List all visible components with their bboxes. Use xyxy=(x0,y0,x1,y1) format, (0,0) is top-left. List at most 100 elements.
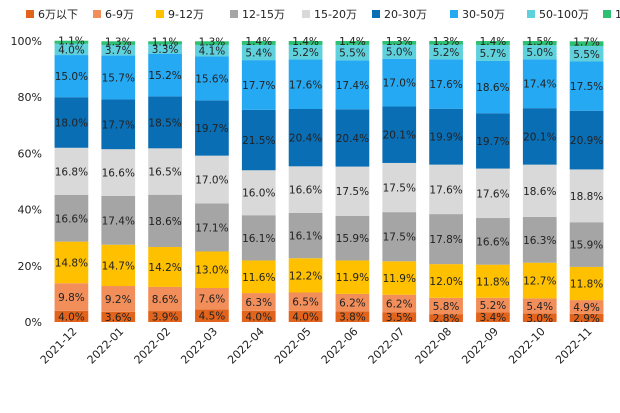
bar-column: 3.5% 6.2% 11.9% 17.5% 17.5% 20.1% 17.0% 5.0%1.3… xyxy=(382,36,417,324)
bar-segment xyxy=(288,212,323,259)
bar-segment xyxy=(476,218,510,265)
x-tick-label: 2022-09 xyxy=(459,325,501,367)
data-label: 17.5% xyxy=(570,81,603,93)
bar-segment xyxy=(195,100,229,156)
data-label: 9.8% xyxy=(58,292,85,304)
bar-column: 2.9%4.9% 11.8% 15.9% 18.8% 20.9% 17.5% 5.5%1.7… xyxy=(569,36,604,325)
bar-segment xyxy=(288,166,323,213)
legend-label: 12-15万 xyxy=(242,8,285,21)
legend-item: 9-12万 xyxy=(156,8,204,21)
legend-swatch xyxy=(603,10,611,18)
x-tick-label: 2022-01 xyxy=(85,325,127,367)
data-label: 5.8% xyxy=(433,301,460,313)
bar-segment xyxy=(148,41,182,45)
data-label: 1.3% xyxy=(433,36,460,48)
legend-swatch xyxy=(230,10,238,18)
bar-segment xyxy=(54,55,89,98)
data-label: 1.1% xyxy=(58,36,85,48)
bar-segment xyxy=(148,53,182,97)
data-label: 4.9% xyxy=(573,302,600,314)
data-label: 5.5% xyxy=(573,49,600,61)
data-label: 17.5% xyxy=(336,186,369,198)
data-label: 17.1% xyxy=(195,222,228,234)
data-label: 16.6% xyxy=(55,213,88,225)
bar-segment xyxy=(335,260,370,294)
bar-segment xyxy=(148,246,182,287)
data-label: 5.5% xyxy=(339,48,366,60)
bar-segment xyxy=(241,109,276,171)
bar-segment xyxy=(195,251,229,288)
data-label: 20.4% xyxy=(336,133,369,145)
data-label: 18.6% xyxy=(476,82,509,94)
data-label: 15.2% xyxy=(148,70,181,82)
data-label: 1.4% xyxy=(292,36,319,48)
bar-segment xyxy=(382,162,417,213)
data-label: 3.6% xyxy=(105,312,132,324)
legend-swatch xyxy=(302,10,310,18)
x-tick-label: 2022-06 xyxy=(319,325,361,367)
data-label: 17.0% xyxy=(383,78,416,90)
data-label: 1.4% xyxy=(480,36,507,48)
y-tick-label: 100% xyxy=(11,35,42,48)
data-label: 20.9% xyxy=(570,135,603,147)
bar-segment xyxy=(101,286,136,312)
data-label: 20.1% xyxy=(383,130,416,142)
data-label: 16.5% xyxy=(148,167,181,179)
data-label: 4.0% xyxy=(58,311,85,323)
bar-segment xyxy=(195,203,229,252)
bar-column: 4.0%9.8%14.8%16.6%16.8%18.0%15.0%4.0%1.1… xyxy=(54,36,89,323)
data-label: 6.2% xyxy=(386,298,413,310)
data-label: 17.8% xyxy=(429,234,462,246)
data-label: 5.2% xyxy=(292,47,319,59)
bar-segment xyxy=(522,164,557,217)
bar-segment xyxy=(101,311,136,322)
data-label: 6.3% xyxy=(245,297,272,309)
bar-segment xyxy=(476,168,510,219)
bar-segment xyxy=(569,169,604,223)
y-tick-label: 60% xyxy=(18,147,42,160)
y-tick-label: 20% xyxy=(18,260,42,273)
bar-column: 3.4%5.2% 11.8% 16.6% 17.6% 19.7% 18.6% 5.7%1.4… xyxy=(476,36,510,324)
bar-segment xyxy=(429,297,463,315)
data-label: 9.2% xyxy=(105,294,132,306)
bar-column: 4.0% 6.3% 11.6% 16.1% 16.0% 21.5% 17.7% 5.4%1.4… xyxy=(241,36,276,323)
data-label: 1.4% xyxy=(339,36,366,48)
bar-column: 4.0% 6.5% 12.2% 16.1% 16.6% 20.4% 17.6% 5.2%1.4… xyxy=(288,36,323,323)
bar-segment xyxy=(195,155,229,204)
data-label: 16.6% xyxy=(289,185,322,197)
data-label: 17.5% xyxy=(383,232,416,244)
data-label: 13.0% xyxy=(195,265,228,277)
x-tick-label: 2022-05 xyxy=(272,325,314,367)
bar-segment xyxy=(569,313,604,322)
bar-segment xyxy=(195,44,229,57)
bar-segment xyxy=(335,293,370,312)
data-label: 14.7% xyxy=(102,260,135,272)
y-tick-label: 80% xyxy=(18,91,42,104)
legend-item: 12-15万 xyxy=(230,8,285,21)
data-label: 18.6% xyxy=(523,186,556,198)
data-label: 17.7% xyxy=(102,119,135,131)
data-label: 16.6% xyxy=(476,236,509,248)
bar-segment xyxy=(429,264,463,298)
data-label: 17.0% xyxy=(195,175,228,187)
data-label: 17.6% xyxy=(289,79,322,91)
data-label: 17.6% xyxy=(429,79,462,91)
bar-segment xyxy=(101,41,136,45)
data-label: 4.5% xyxy=(199,311,226,323)
x-tick-label: 2022-04 xyxy=(225,325,267,367)
bar-segment xyxy=(382,294,417,313)
bar-column: 2.8%5.8% 12.0% 17.8% 17.6% 19.9% 17.6% 5.2%1.3… xyxy=(429,36,463,325)
bar-segment xyxy=(288,310,323,322)
bar-segment xyxy=(429,108,463,165)
bar-segment xyxy=(101,55,136,100)
legend: 6万以下 6-9万 9-12万 12-15万 15-20万 20-30万 30-50万 50-… xyxy=(26,8,620,21)
data-label: 4.0% xyxy=(245,311,272,323)
bar-segment xyxy=(476,41,510,45)
bar-segment xyxy=(382,106,417,163)
data-label: 6.2% xyxy=(339,298,366,310)
data-label: 15.6% xyxy=(195,73,228,85)
bar-segment xyxy=(476,60,510,114)
data-label: 4.1% xyxy=(199,46,226,58)
